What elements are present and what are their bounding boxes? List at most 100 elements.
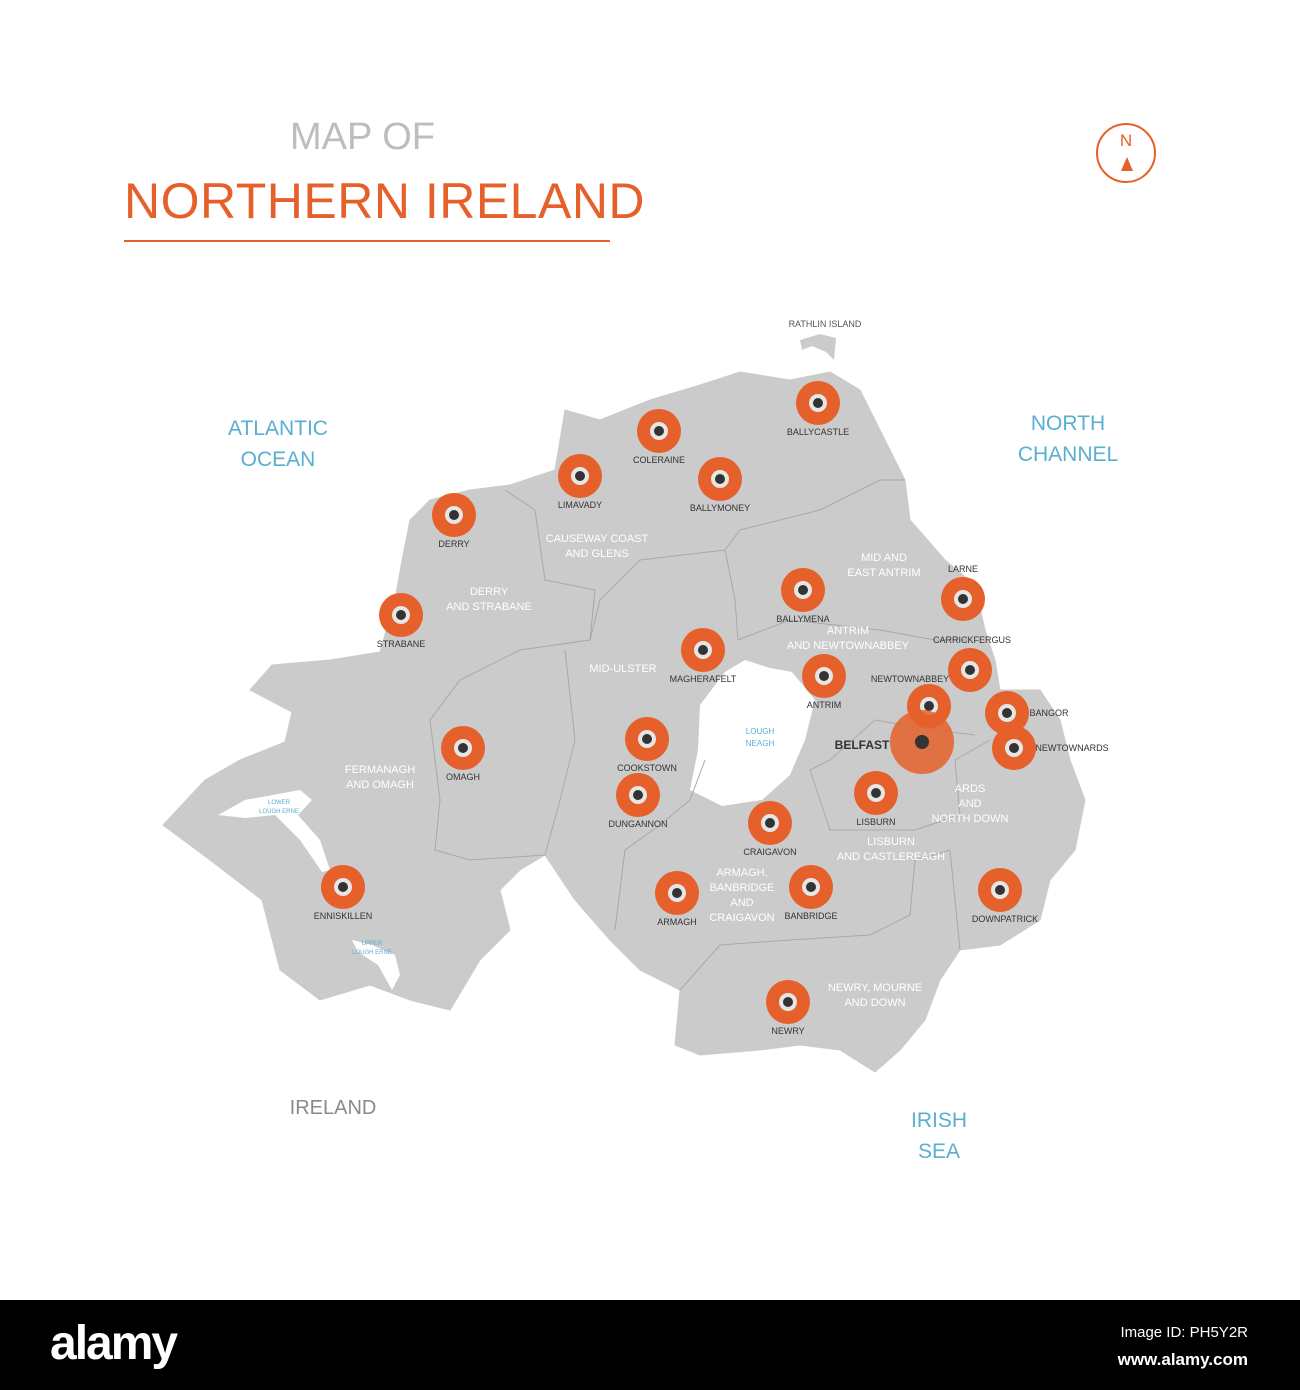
water-label-upper-lough-erne: LOUGH ERNE <box>352 950 392 956</box>
city-marker-lisburn[interactable] <box>854 771 898 815</box>
marker-dot-icon <box>915 735 929 749</box>
city-label-newtownards: NEWTOWNARDS <box>1035 743 1109 753</box>
marker-dot-icon <box>995 885 1005 895</box>
region-label-mid-ulster: MID-ULSTER <box>589 662 657 675</box>
city-marker-enniskillen[interactable] <box>321 865 365 909</box>
upper-lough-erne <box>352 940 400 990</box>
city-label-downpatrick: DOWNPATRICK <box>971 914 1039 924</box>
city-marker-ballymoney[interactable] <box>698 457 742 501</box>
region-label-antrim-newtownabbey: ANTRIM <box>826 624 870 637</box>
lower-lough-erne <box>218 790 330 872</box>
marker-dot-icon <box>806 882 816 892</box>
marker-dot-icon <box>924 701 934 711</box>
city-marker-craigavon[interactable] <box>748 801 792 845</box>
marker-dot-icon <box>765 818 775 828</box>
marker-dot-icon <box>958 594 968 604</box>
water-label-lough-neagh: NEAGH <box>745 739 775 748</box>
marker-dot-icon <box>783 997 793 1007</box>
marker-dot-icon <box>1002 708 1012 718</box>
compass-icon: N <box>1096 123 1156 183</box>
marker-dot-icon <box>642 734 652 744</box>
city-label-derry: DERRY <box>438 539 470 549</box>
region-label-ards: NORTH DOWN <box>931 812 1009 825</box>
region-label-ards: AND <box>958 797 982 810</box>
water-label-upper-lough-erne: UPPER <box>361 941 383 947</box>
city-marker-bangor[interactable] <box>985 691 1029 735</box>
city-label-armagh: ARMAGH <box>657 917 697 927</box>
city-label-newry: NEWRY <box>771 1026 805 1036</box>
water-label-irish-sea: IRISH <box>910 1108 967 1132</box>
marker-dot-icon <box>813 398 823 408</box>
region-label-causeway: CAUSEWAY COAST <box>545 532 649 545</box>
city-label-newtownabbey: NEWTOWNABBEY <box>870 674 950 684</box>
city-label-strabane: STRABANE <box>376 639 426 649</box>
city-marker-ballymena[interactable] <box>781 568 825 612</box>
water-label-lower-lough-erne: LOUGH ERNE <box>259 809 299 815</box>
city-label-magherafelt: MAGHERAFELT <box>669 674 737 684</box>
region-label-derry-strabane: AND STRABANE <box>446 600 532 613</box>
region-label-fermanagh-omagh: FERMANAGH <box>344 763 416 776</box>
region-label-mid-east-antrim: MID AND <box>861 551 907 564</box>
city-label-belfast: BELFAST <box>834 738 890 752</box>
city-marker-larne[interactable] <box>941 577 985 621</box>
region-label-ards: ARDS <box>954 782 986 795</box>
lough-neagh <box>690 660 815 806</box>
land-label-ireland: IRELAND <box>289 1097 377 1119</box>
city-marker-coleraine[interactable] <box>637 409 681 453</box>
title-underline <box>124 240 610 242</box>
city-label-dungannon: DUNGANNON <box>608 819 668 829</box>
north-arrow-icon <box>1121 157 1133 171</box>
region-label-newry-mourne: NEWRY, MOURNE <box>827 981 923 994</box>
city-label-coleraine: COLERAINE <box>632 455 685 465</box>
city-marker-cookstown[interactable] <box>625 717 669 761</box>
city-marker-ballycastle[interactable] <box>796 381 840 425</box>
city-marker-banbridge[interactable] <box>789 865 833 909</box>
city-marker-antrim[interactable] <box>802 654 846 698</box>
region-borders <box>429 479 991 991</box>
city-marker-strabane[interactable] <box>379 593 423 637</box>
region-label-antrim-newtownabbey: AND NEWTOWNABBEY <box>786 639 910 652</box>
city-marker-derry[interactable] <box>432 493 476 537</box>
marker-dot-icon <box>819 671 829 681</box>
city-marker-armagh[interactable] <box>655 871 699 915</box>
water-label-lower-lough-erne: LOWER <box>267 800 290 806</box>
city-label-craigavon: CRAIGAVON <box>743 847 797 857</box>
region-label-lisburn-castlereagh: AND CASTLEREAGH <box>836 850 946 863</box>
water-label-lough-neagh: LOUGH <box>745 727 775 736</box>
city-marker-newtownards[interactable] <box>992 726 1036 770</box>
region-label-fermanagh-omagh: AND OMAGH <box>346 778 414 791</box>
city-marker-limavady[interactable] <box>558 454 602 498</box>
watermark-footer: alamy Image ID: PH5Y2R www.alamy.com <box>0 1300 1300 1390</box>
map-canvas <box>162 334 1086 1073</box>
city-label-banbridge: BANBRIDGE <box>784 911 838 921</box>
marker-dot-icon <box>338 882 348 892</box>
marker-dot-icon <box>449 510 459 520</box>
region-label-causeway: AND GLENS <box>565 547 629 560</box>
marker-dot-icon <box>698 645 708 655</box>
city-marker-downpatrick[interactable] <box>978 868 1022 912</box>
city-marker-magherafelt[interactable] <box>681 628 725 672</box>
city-marker-omagh[interactable] <box>441 726 485 770</box>
map-subtitle: MAP OF <box>290 116 435 158</box>
region-label-abc: BANBRIDGE <box>709 881 775 894</box>
compass-label: N <box>1119 131 1133 150</box>
city-label-omagh: OMAGH <box>445 772 480 782</box>
water-label-atlantic: ATLANTIC <box>228 416 328 440</box>
city-marker-dungannon[interactable] <box>616 773 660 817</box>
northern-ireland-landmass <box>162 371 1086 1073</box>
water-label-north-channel: NORTH <box>1030 411 1106 435</box>
marker-dot-icon <box>1009 743 1019 753</box>
footer-url[interactable]: www.alamy.com <box>1117 1350 1248 1369</box>
city-marker-belfast[interactable] <box>890 710 954 774</box>
water-label-north-channel: CHANNEL <box>1017 442 1119 466</box>
city-marker-carrickfergus[interactable] <box>948 648 992 692</box>
city-marker-newry[interactable] <box>766 980 810 1024</box>
city-label-ballycastle: BALLYCASTLE <box>786 427 850 437</box>
city-label-bangor: BANGOR <box>1029 708 1069 718</box>
marker-dot-icon <box>798 585 808 595</box>
map-title: NORTHERN IRELAND <box>124 173 646 229</box>
marker-dot-icon <box>396 610 406 620</box>
city-label-ballymena: BALLYMENA <box>776 614 830 624</box>
region-label-newry-mourne: AND DOWN <box>844 996 906 1009</box>
marker-dot-icon <box>633 790 643 800</box>
